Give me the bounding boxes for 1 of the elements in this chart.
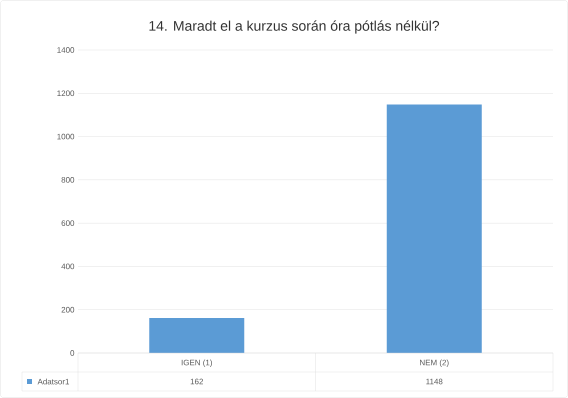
chart-title: 14. Maradt el a kurzus során óra pótlás nélkül? bbox=[149, 20, 440, 34]
